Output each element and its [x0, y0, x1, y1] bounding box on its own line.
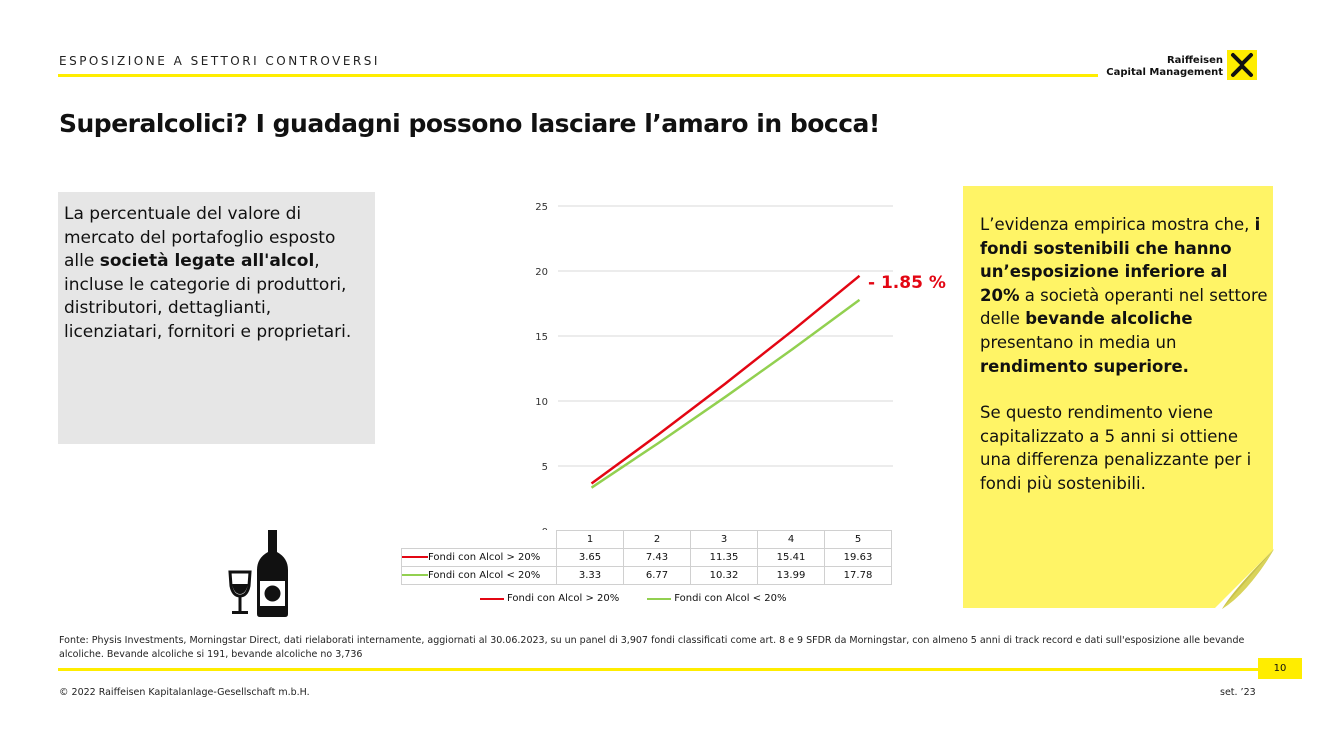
table-cell: 15.41	[757, 548, 825, 567]
note-paragraph-2: Se questo rendimento viene capitalizzato…	[980, 403, 1252, 493]
legend-item: Fondi con Alcol > 20%	[480, 593, 619, 604]
footer-date: set. ’23	[1220, 687, 1256, 698]
table-header-cell: 2	[623, 530, 691, 549]
legend-label: Fondi con Alcol > 20%	[507, 593, 620, 604]
legend-swatch-green	[647, 597, 672, 600]
y-tick-label: 25	[535, 202, 548, 213]
note-text-run: L’evidenza empirica mostra che,	[980, 215, 1255, 234]
table-row-label: Fondi con Alcol < 20%	[401, 566, 557, 585]
description-bold: società legate all'alcol	[99, 251, 315, 271]
y-tick-label: 20	[535, 267, 548, 278]
table-cell: 13.99	[757, 566, 825, 585]
note-text: L’evidenza empirica mostra che, i fondi …	[980, 213, 1270, 496]
logo-line-1: Raiffeisen	[1166, 55, 1223, 66]
table-header-cell: 4	[757, 530, 825, 549]
legend-item: Fondi con Alcol < 20%	[647, 593, 787, 604]
bottom-divider	[58, 668, 1260, 671]
y-tick-label: 5	[542, 462, 548, 473]
table-header-cell: 5	[824, 530, 892, 549]
alcohol-icons	[224, 528, 294, 624]
legend-swatch-red	[480, 597, 504, 600]
note-paragraph-1: L’evidenza empirica mostra che, i fondi …	[980, 213, 1270, 378]
series-line-1	[590, 274, 861, 485]
legend-label: Fondi con Alcol < 20%	[674, 593, 787, 604]
sticky-note	[963, 186, 1274, 609]
y-tick-label: 0	[542, 527, 548, 530]
logo-text: Raiffeisen Capital Management	[1090, 55, 1223, 79]
description-box	[58, 192, 375, 444]
chart-legend: Fondi con Alcol > 20% Fondi con Alcol < …	[480, 593, 787, 604]
table-header-cell: 1	[556, 530, 624, 549]
table-row-label: Fondi con Alcol > 20%	[401, 548, 557, 567]
y-tick-label: 15	[535, 332, 548, 343]
table-header-cell: 3	[690, 530, 758, 549]
table-cell: 10.32	[690, 566, 758, 585]
page-title: Superalcolici? I guadagni possono lascia…	[59, 109, 880, 138]
table-cell: 3.33	[556, 566, 624, 585]
table-cell: 17.78	[824, 566, 892, 585]
table-cell: 7.43	[623, 548, 691, 567]
table-corner	[402, 531, 557, 549]
raiffeisen-cross-icon	[1227, 50, 1257, 80]
table-header-row: 1 2 3 4 5	[402, 530, 892, 549]
source-note: Fonte: Physis Investments, Morningstar D…	[59, 635, 1245, 660]
top-divider	[58, 74, 1098, 77]
series-line-2	[590, 298, 861, 489]
note-curl-icon	[1214, 549, 1274, 609]
y-tick-label: 10	[535, 397, 548, 408]
bottle-icon	[257, 530, 288, 617]
line-chart: 0 5 10 15 20 25	[535, 202, 893, 530]
note-text-run: a società operanti nel settore delle	[980, 285, 1268, 329]
difference-annotation: - 1.85 %	[868, 273, 946, 293]
description-part-1: La percentuale del valore di mercato del…	[64, 204, 336, 271]
note-bold-run: bevande alcoliche	[1025, 309, 1193, 329]
note-bold-run: rendimento superiore.	[980, 356, 1189, 376]
table-cell: 11.35	[690, 548, 758, 567]
table-cell: 3.65	[556, 548, 624, 567]
page-number: 10	[1258, 658, 1302, 679]
series-swatch-green	[402, 574, 428, 576]
note-bold-run: i fondi sostenibili che hanno un’esposiz…	[980, 215, 1261, 305]
table-row: Fondi con Alcol > 20% 3.65 7.43 11.35 15…	[401, 548, 892, 567]
wine-glass-icon	[228, 570, 252, 614]
series-label: Fondi con Alcol < 20%	[428, 570, 541, 581]
chart-data-table: 1 2 3 4 5 Fondi con Alcol > 20% 3.65 7.4…	[401, 530, 892, 585]
copyright: © 2022 Raiffeisen Kapitalanlage-Gesellsc…	[59, 687, 310, 698]
section-title: ESPOSIZIONE A SETTORI CONTROVERSI	[59, 54, 380, 68]
table-cell: 19.63	[824, 548, 892, 567]
series-swatch-red	[402, 556, 428, 558]
logo-line-2: Capital Management	[1106, 67, 1223, 78]
description-part-2: , incluse le categorie di produttori, di…	[64, 251, 352, 342]
description-text: La percentuale del valore di mercato del…	[64, 203, 369, 344]
table-cell: 6.77	[623, 566, 691, 585]
note-text-run: presentano in media un	[980, 332, 1177, 352]
series-label: Fondi con Alcol > 20%	[428, 552, 541, 563]
table-row: Fondi con Alcol < 20% 3.33 6.77 10.32 13…	[401, 566, 892, 585]
